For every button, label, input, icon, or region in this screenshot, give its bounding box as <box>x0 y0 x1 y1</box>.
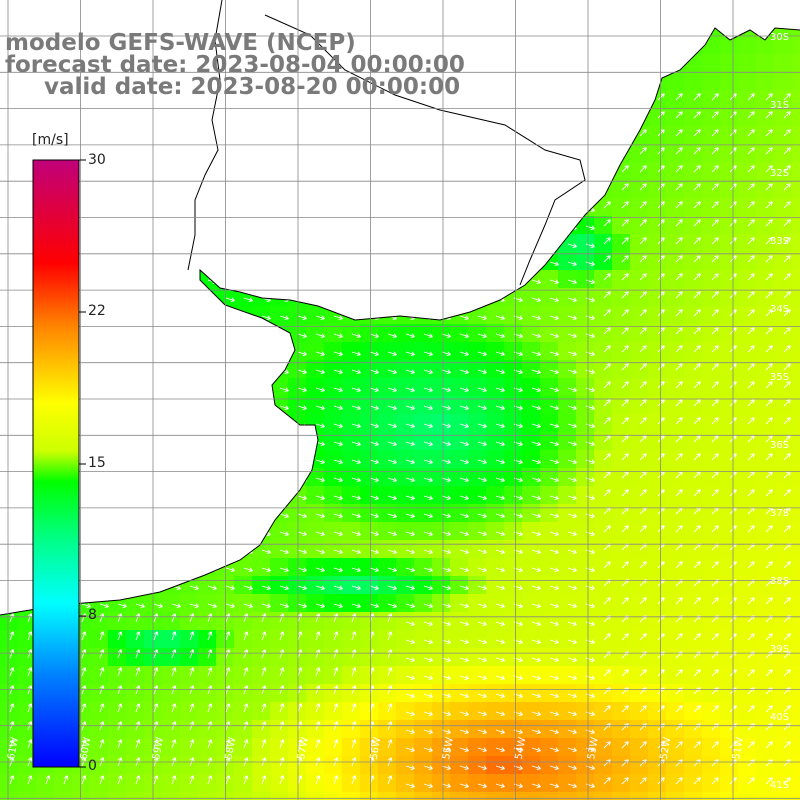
lat-label: 30S <box>770 32 789 43</box>
lat-label: 37S <box>770 508 789 519</box>
lat-label: 34S <box>770 304 789 315</box>
model-title: modelo GEFS-WAVE (NCEP) <box>5 30 356 56</box>
lat-label: 33S <box>770 236 789 247</box>
colorbar-tick-label: 15 <box>88 455 106 471</box>
colorbar <box>32 159 80 768</box>
lat-label: 38S <box>770 576 789 587</box>
lat-label: 32S <box>770 168 789 179</box>
lat-label: 31S <box>770 100 789 111</box>
colorbar-tick-label: 22 <box>88 303 106 319</box>
lat-label: 36S <box>770 440 789 451</box>
lat-label: 40S <box>770 712 789 723</box>
lon-label: 54W <box>514 736 529 760</box>
valid-date: valid date: 2023-08-20 00:00:00 <box>44 74 461 100</box>
lat-label: 41S <box>770 780 789 791</box>
lon-label: 55W <box>441 736 456 760</box>
lat-label: 35S <box>770 372 789 383</box>
lon-label: 51W <box>731 736 746 760</box>
colorbar-tick-label: 30 <box>88 152 106 168</box>
lon-label: 56W <box>369 736 384 760</box>
longitude-labels: 61W 60W 59W 58W 57W 56W 55W 54W 53W 52W 51W <box>6 736 746 760</box>
forecast-date: forecast date: 2023-08-04 00:00:00 <box>5 52 465 78</box>
lon-label: 59W <box>151 736 166 760</box>
lon-label: 60W <box>79 736 94 760</box>
lon-label: 57W <box>296 736 311 760</box>
lon-label: 61W <box>6 736 21 760</box>
latitude-labels: 30S 31S 32S 33S 34S 35S 36S 37S 38S 39S 40S 41S <box>770 32 789 791</box>
colorbar-ticks <box>79 159 86 768</box>
lat-label: 39S <box>770 644 789 655</box>
coastline <box>0 27 800 616</box>
colorbar-unit: [m/s] <box>32 132 69 148</box>
border-lines <box>187 0 586 286</box>
lon-label: 53W <box>586 736 601 760</box>
lon-label: 52W <box>659 736 674 760</box>
lon-label: 58W <box>224 736 239 760</box>
colorbar-tick-label: 8 <box>88 607 97 623</box>
land-area <box>0 0 800 615</box>
colorbar-tick-label: 0 <box>88 758 97 774</box>
